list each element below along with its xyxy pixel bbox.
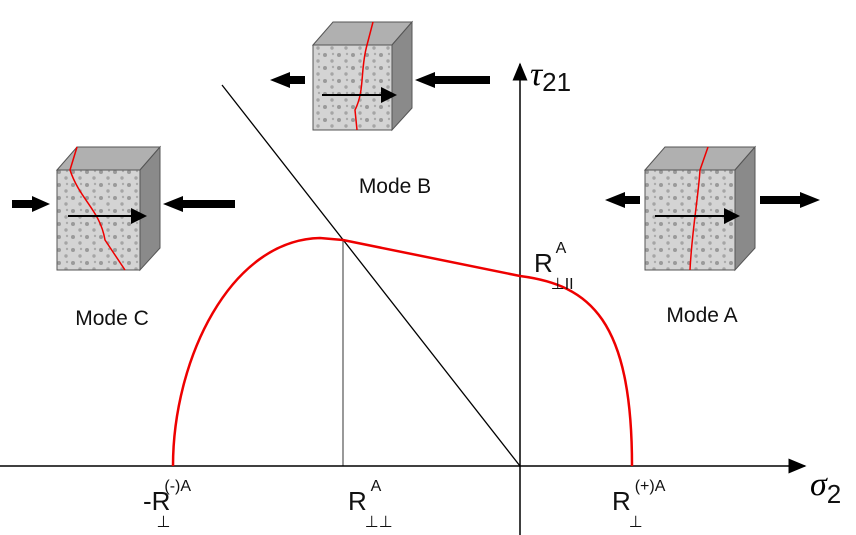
mode-a-label: Mode A — [666, 304, 737, 327]
label-part: R — [612, 486, 631, 516]
label-part: ⊥⊥ — [365, 514, 393, 531]
cube-b — [270, 22, 490, 130]
label-part: σ — [810, 466, 828, 503]
label-part: A — [556, 240, 567, 257]
label-part: (-)A — [164, 478, 191, 495]
label-part: ⊥ — [629, 514, 643, 531]
tension-strength: R⊥ (+)A — [612, 478, 666, 531]
failure-envelope — [173, 238, 632, 466]
label-part: ⊥II — [551, 276, 574, 293]
label-part: 21 — [542, 67, 571, 97]
x-axis-label: σ2 — [810, 466, 841, 509]
diagonal-line — [222, 85, 520, 466]
y-axis-label: τ21 — [530, 56, 571, 97]
diagram: Mode B Mode C Mode A τ21 σ2 -R⊥(-)A R⊥⊥A… — [0, 0, 856, 535]
mode-b-label: Mode B — [359, 175, 431, 198]
cube-a — [605, 147, 820, 270]
perp-perp-strength: R⊥⊥ A — [348, 478, 393, 531]
compression-strength: -R⊥(-)A — [143, 478, 191, 531]
label-part: A — [371, 478, 382, 495]
cube-c — [12, 147, 235, 270]
label-part: R — [348, 486, 367, 516]
label-part: ⊥ — [156, 514, 170, 531]
mode-c-label: Mode C — [75, 307, 149, 330]
label-part: R — [534, 248, 553, 278]
shear-strength: R⊥II A — [534, 240, 574, 293]
label-part: (+)A — [635, 478, 666, 495]
label-part: 2 — [827, 479, 841, 509]
